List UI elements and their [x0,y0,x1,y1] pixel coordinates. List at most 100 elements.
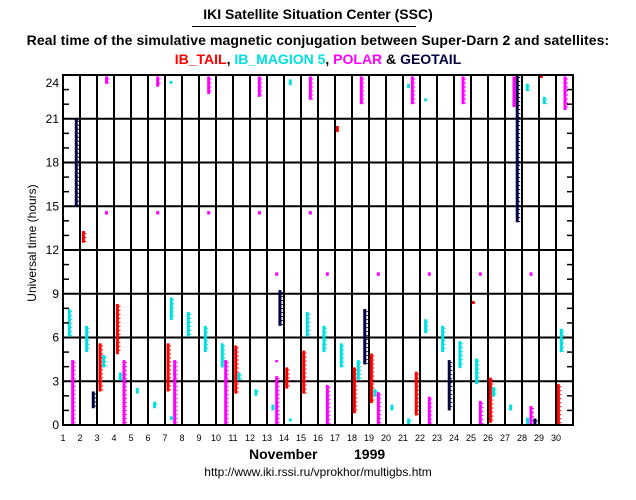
interval-bar-ib-magion-5 [339,343,343,368]
interval-marker [311,90,314,92]
interval-bar-geotail [74,118,78,207]
interval-marker [311,86,314,88]
interval-marker [281,312,283,314]
interval-marker [308,329,311,331]
interval-marker [70,311,73,313]
x-tick-label: 16 [313,433,323,443]
interval-marker [260,78,263,80]
interval-marker [125,366,128,368]
x-tick-label: 5 [128,433,133,443]
interval-marker [413,82,416,84]
interval-marker [372,379,375,381]
interval-marker [308,317,311,319]
interval-marker [413,86,416,88]
interval-marker [481,414,484,416]
legend-item-ib-tail: IB_TAIL, [175,51,235,67]
x-tick-label: 19 [364,433,374,443]
interval-marker [278,422,280,424]
interval-marker [227,382,229,384]
interval-marker [559,418,562,420]
interval-marker [366,327,368,329]
interval-bar-ib-tail [471,301,475,304]
source-url[interactable]: http://www.iki.rssi.ru/vprokhor/multigbs… [204,465,432,479]
interval-marker [417,409,420,411]
interval-marker [176,422,178,424]
interval-marker [88,331,90,333]
interval-marker [176,418,178,420]
x-tick-label: 7 [162,433,167,443]
interval-marker [532,420,535,422]
interval-marker [305,384,307,386]
interval-marker [372,383,375,385]
interval-marker [518,145,521,147]
interval-marker [84,241,87,243]
y-tick-label: 0 [52,418,59,432]
interval-marker [176,402,178,404]
interval-marker [260,94,263,96]
interval-marker [278,410,280,412]
interval-marker [518,209,521,211]
interval-marker [430,410,433,412]
interval-marker [491,379,494,381]
interval-marker [101,349,104,351]
interval-marker [518,137,521,139]
interval-marker [206,327,209,329]
interval-marker [308,313,311,315]
interval-marker [308,321,311,323]
interval-bar-ib-magion-5 [475,358,479,385]
interval-marker [518,93,521,95]
interval-marker [413,78,416,80]
interval-marker [328,386,331,388]
interval-marker [518,165,521,167]
interval-marker [427,325,429,327]
interval-bar-polar [308,211,312,215]
interval-marker [77,148,80,150]
interval-bar-polar [105,76,109,84]
interval-marker [450,362,453,364]
interval-marker [77,188,80,190]
interval-marker [169,353,172,355]
interval-marker [210,90,212,92]
legend-item-ib-magion5: IB_MAGION 5, [234,51,333,67]
interval-marker [237,363,239,365]
interval-marker [366,323,368,325]
interval-marker [518,121,521,123]
interval-marker [355,393,358,395]
interval-bar-ib-magion-5 [322,325,326,353]
interval-marker [77,128,80,130]
interval-bar-polar [71,360,75,425]
interval-marker [379,394,382,396]
interval-marker [88,339,90,341]
interval-marker [379,422,382,424]
interval-marker [159,82,161,84]
interval-marker [461,359,463,361]
interval-bar-ib-magion-5 [492,387,496,397]
interval-marker [359,370,362,372]
interval-marker [278,402,280,404]
interval-marker [359,366,362,368]
x-tick-label: 29 [534,433,544,443]
interval-bar-polar [275,360,279,363]
x-tick-label: 20 [381,433,391,443]
interval-marker [70,323,73,325]
x-tick-label: 24 [449,433,459,443]
interval-marker [362,90,365,92]
interval-marker [491,403,494,405]
interval-marker [176,370,178,372]
interval-bar-ib-magion-5 [237,372,241,381]
interval-marker [481,402,484,404]
interval-bar-polar [512,76,516,108]
plot-frame [62,74,574,427]
interval-marker [355,385,358,387]
interval-marker [223,353,226,355]
interval-marker [176,406,178,408]
interval-marker [481,422,484,424]
legend-item-geotail: GEOTAIL [400,51,461,67]
interval-marker [518,205,521,207]
interval-marker [355,373,358,375]
interval-marker [430,422,433,424]
interval-marker [118,345,121,347]
interval-marker [305,392,307,394]
interval-marker [240,374,242,376]
interval-marker [223,349,226,351]
